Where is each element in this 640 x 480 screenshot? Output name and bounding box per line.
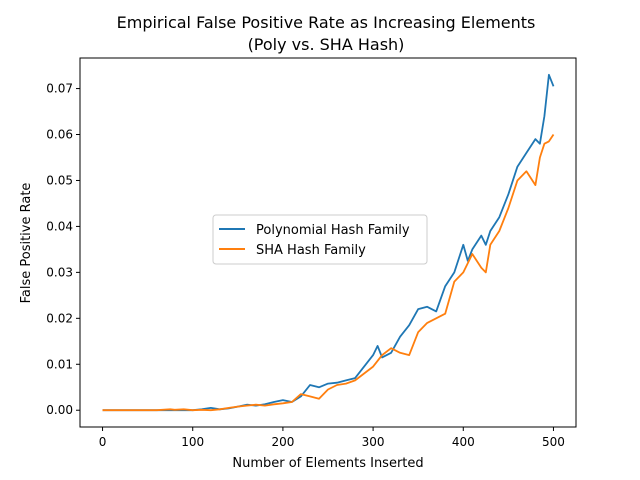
x-tick-label: 500 xyxy=(542,435,565,449)
y-tick-label: 0.07 xyxy=(46,82,73,96)
chart-title: Empirical False Positive Rate as Increas… xyxy=(117,13,536,32)
legend-label-polynomial: Polynomial Hash Family xyxy=(256,223,410,238)
x-axis-label: Number of Elements Inserted xyxy=(232,456,423,471)
x-tick-label: 200 xyxy=(271,435,294,449)
chart-subtitle: (Poly vs. SHA Hash) xyxy=(248,35,405,54)
y-tick-label: 0.01 xyxy=(46,357,73,371)
y-tick-label: 0.03 xyxy=(46,265,73,279)
axis-ticks: 0 100 200 300 400 500 0.00 0.01 0.02 0.03 0.04 0.05… xyxy=(46,82,565,449)
y-tick-label: 0.00 xyxy=(46,403,73,417)
x-tick-label: 0 xyxy=(99,435,107,449)
y-axis-label: False Positive Rate xyxy=(19,183,34,304)
plot-lines xyxy=(102,73,555,412)
series-line-sha xyxy=(102,134,555,412)
legend-label-sha: SHA Hash Family xyxy=(256,243,366,258)
y-tick-label: 0.04 xyxy=(46,219,73,233)
x-tick-label: 400 xyxy=(452,435,475,449)
x-tick-label: 100 xyxy=(181,435,204,449)
y-tick-label: 0.02 xyxy=(46,311,73,325)
x-tick-label: 300 xyxy=(362,435,385,449)
legend: Polynomial Hash Family SHA Hash Family xyxy=(212,214,428,265)
y-tick-label: 0.05 xyxy=(46,173,73,187)
y-tick-label: 0.06 xyxy=(46,128,73,142)
axes-frame xyxy=(79,57,577,428)
legend-box xyxy=(212,214,428,265)
